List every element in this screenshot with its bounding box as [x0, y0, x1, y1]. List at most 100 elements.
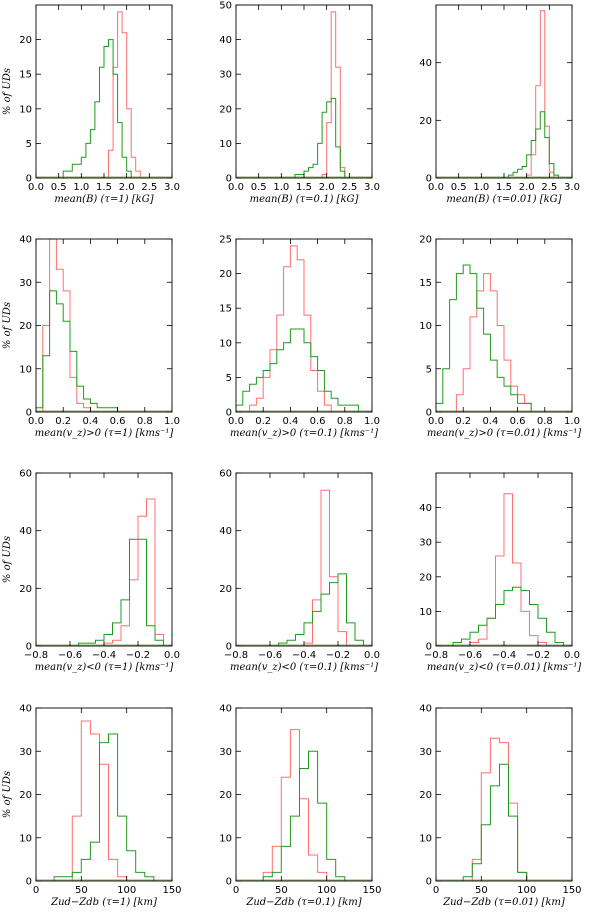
y-tick-label: 20: [219, 790, 232, 801]
y-tick-label: 10: [219, 139, 232, 150]
x-axis-label: mean(v_z)<0 (τ=0.1) [kms⁻¹]: [230, 662, 378, 673]
x-tick-label: 2.5: [141, 182, 157, 193]
x-tick-label: 100: [517, 885, 536, 896]
y-tick-label: 20: [219, 584, 232, 595]
y-tick-label: 0: [26, 877, 32, 888]
y-tick-label: 20: [219, 104, 232, 115]
y-tick-label: 40: [419, 704, 432, 715]
plot-frame: [35, 707, 173, 882]
plot-frame: [35, 4, 173, 179]
plot-frame: [235, 4, 373, 179]
plot-frame: [235, 707, 373, 882]
x-tick-label: 3.0: [364, 182, 380, 193]
histogram-series-red: [262, 729, 328, 881]
histogram-panel: −0.8 −0.6 −0.4 −0.2 0.0 0 20 40 60 mean(v_z)<0 (τ…: [2, 469, 180, 674]
y-tick-label: 0: [226, 408, 232, 419]
histogram-panel: 0.0 0.2 0.4 0.6 0.8 1.0 0 10 20 30 40 mean(v_z)>0 (…: [2, 235, 180, 440]
y-tick-label: 20: [19, 790, 32, 801]
histogram-series-green: [294, 97, 346, 178]
x-tick-label: −0.6: [58, 650, 82, 661]
histogram-series-green: [53, 733, 155, 881]
x-tick-label: 0.0: [428, 416, 444, 427]
y-tick-label: 40: [19, 704, 32, 715]
histogram-series-green: [262, 750, 346, 881]
y-axis-label: % of UDs: [2, 771, 13, 818]
histogram-series-green: [235, 328, 359, 412]
x-tick-label: 100: [117, 885, 136, 896]
histogram-series-red: [471, 737, 528, 881]
x-tick-label: 1.0: [473, 182, 489, 193]
x-tick-label: −0.6: [258, 650, 282, 661]
histogram-series-red: [108, 11, 141, 178]
histogram-series-green: [35, 290, 119, 412]
y-tick-label: 25: [219, 235, 232, 246]
x-tick-label: 0.2: [255, 416, 271, 427]
y-tick-label: 0: [226, 877, 232, 888]
y-tick-label: 5: [426, 364, 432, 375]
histogram-panel: 0 50 100 150 0 10 20 30 40 Zud−Zdb (τ=1) [km] % of…: [2, 704, 182, 909]
x-tick-label: 150: [162, 885, 181, 896]
y-tick-label: 30: [419, 747, 432, 758]
y-tick-label: 10: [19, 833, 32, 844]
histogram-series-red: [455, 273, 532, 412]
x-tick-label: 0.0: [28, 416, 44, 427]
histogram-series-red: [526, 10, 555, 178]
x-tick-label: 0.0: [364, 650, 380, 661]
x-axis-label: mean(v_z)<0 (τ=0.01) [kms⁻¹]: [427, 662, 581, 673]
y-tick-label: 0: [26, 642, 32, 653]
x-tick-label: 1.5: [496, 182, 512, 193]
x-tick-label: 150: [362, 885, 381, 896]
y-axis-label: % of UDs: [2, 536, 13, 583]
y-tick-label: 30: [219, 747, 232, 758]
x-axis-label: Zud−Zdb (τ=0.01) [km]: [442, 897, 565, 908]
x-tick-label: 1.0: [364, 416, 380, 427]
x-tick-label: 0.0: [28, 182, 44, 193]
histogram-panel: 0.0 0.2 0.4 0.6 0.8 1.0 0 5 10 15 20 25 mean(v_z)>0 …: [219, 235, 380, 440]
x-tick-label: 0.4: [282, 416, 298, 427]
y-tick-label: 30: [219, 70, 232, 81]
x-tick-label: 0.5: [451, 182, 467, 193]
histogram-series-red: [469, 493, 547, 646]
y-tick-label: 0: [26, 408, 32, 419]
y-tick-label: 0: [426, 877, 432, 888]
x-tick-label: 0.0: [228, 416, 244, 427]
y-tick-label: 50: [219, 1, 232, 12]
histogram-series-green: [452, 586, 564, 646]
x-tick-label: 2.0: [519, 182, 535, 193]
y-tick-label: 15: [419, 278, 432, 289]
y-tick-label: 40: [219, 704, 232, 715]
x-tick-label: 0.6: [510, 416, 526, 427]
histogram-series-green: [462, 763, 528, 881]
histogram-panel: −0.8 −0.6 −0.4 −0.2 0.0 0 10 20 30 40 mean(v_z)<0 …: [419, 472, 581, 673]
y-tick-label: 20: [419, 790, 432, 801]
y-tick-label: 20: [419, 235, 432, 246]
histogram-panel: 0 50 100 150 0 10 20 30 40 Zud−Zdb (τ=0.1) [km]: [219, 704, 381, 909]
histogram-panel: 0.0 0.5 1.0 1.5 2.0 2.5 3.0 0 20 40 mean(B) (τ=0.0…: [419, 4, 580, 205]
histogram-panel: 0 50 100 150 0 10 20 30 40 Zud−Zdb (τ=0.01) [km]: [419, 704, 581, 909]
y-tick-label: 40: [219, 526, 232, 537]
histogram-series-green: [78, 538, 164, 646]
x-tick-label: 1.0: [564, 416, 580, 427]
histogram-series-red: [103, 498, 164, 646]
x-tick-label: −0.8: [24, 650, 48, 661]
plot-frame: [235, 472, 373, 647]
x-tick-label: 0.2: [455, 416, 471, 427]
x-tick-label: −0.2: [326, 650, 350, 661]
x-tick-label: 150: [562, 885, 581, 896]
x-tick-label: 1.5: [296, 182, 312, 193]
y-tick-label: 10: [19, 104, 32, 115]
x-tick-label: −0.4: [92, 650, 116, 661]
x-tick-label: 0.0: [228, 182, 244, 193]
x-axis-label: mean(v_z)>0 (τ=0.1) [kms⁻¹]: [230, 428, 378, 439]
y-tick-label: 40: [219, 35, 232, 46]
x-tick-label: 1.0: [273, 182, 289, 193]
x-axis-label: mean(v_z)>0 (τ=1) [kms⁻¹]: [35, 428, 174, 439]
histogram-series-green: [278, 573, 364, 646]
y-axis-label: % of UDs: [2, 302, 13, 349]
x-tick-label: 0.8: [537, 416, 553, 427]
y-tick-label: 30: [19, 747, 32, 758]
y-tick-label: 40: [19, 235, 32, 246]
y-tick-label: 5: [226, 373, 232, 384]
x-axis-label: Zud−Zdb (τ=1) [km]: [50, 897, 157, 908]
